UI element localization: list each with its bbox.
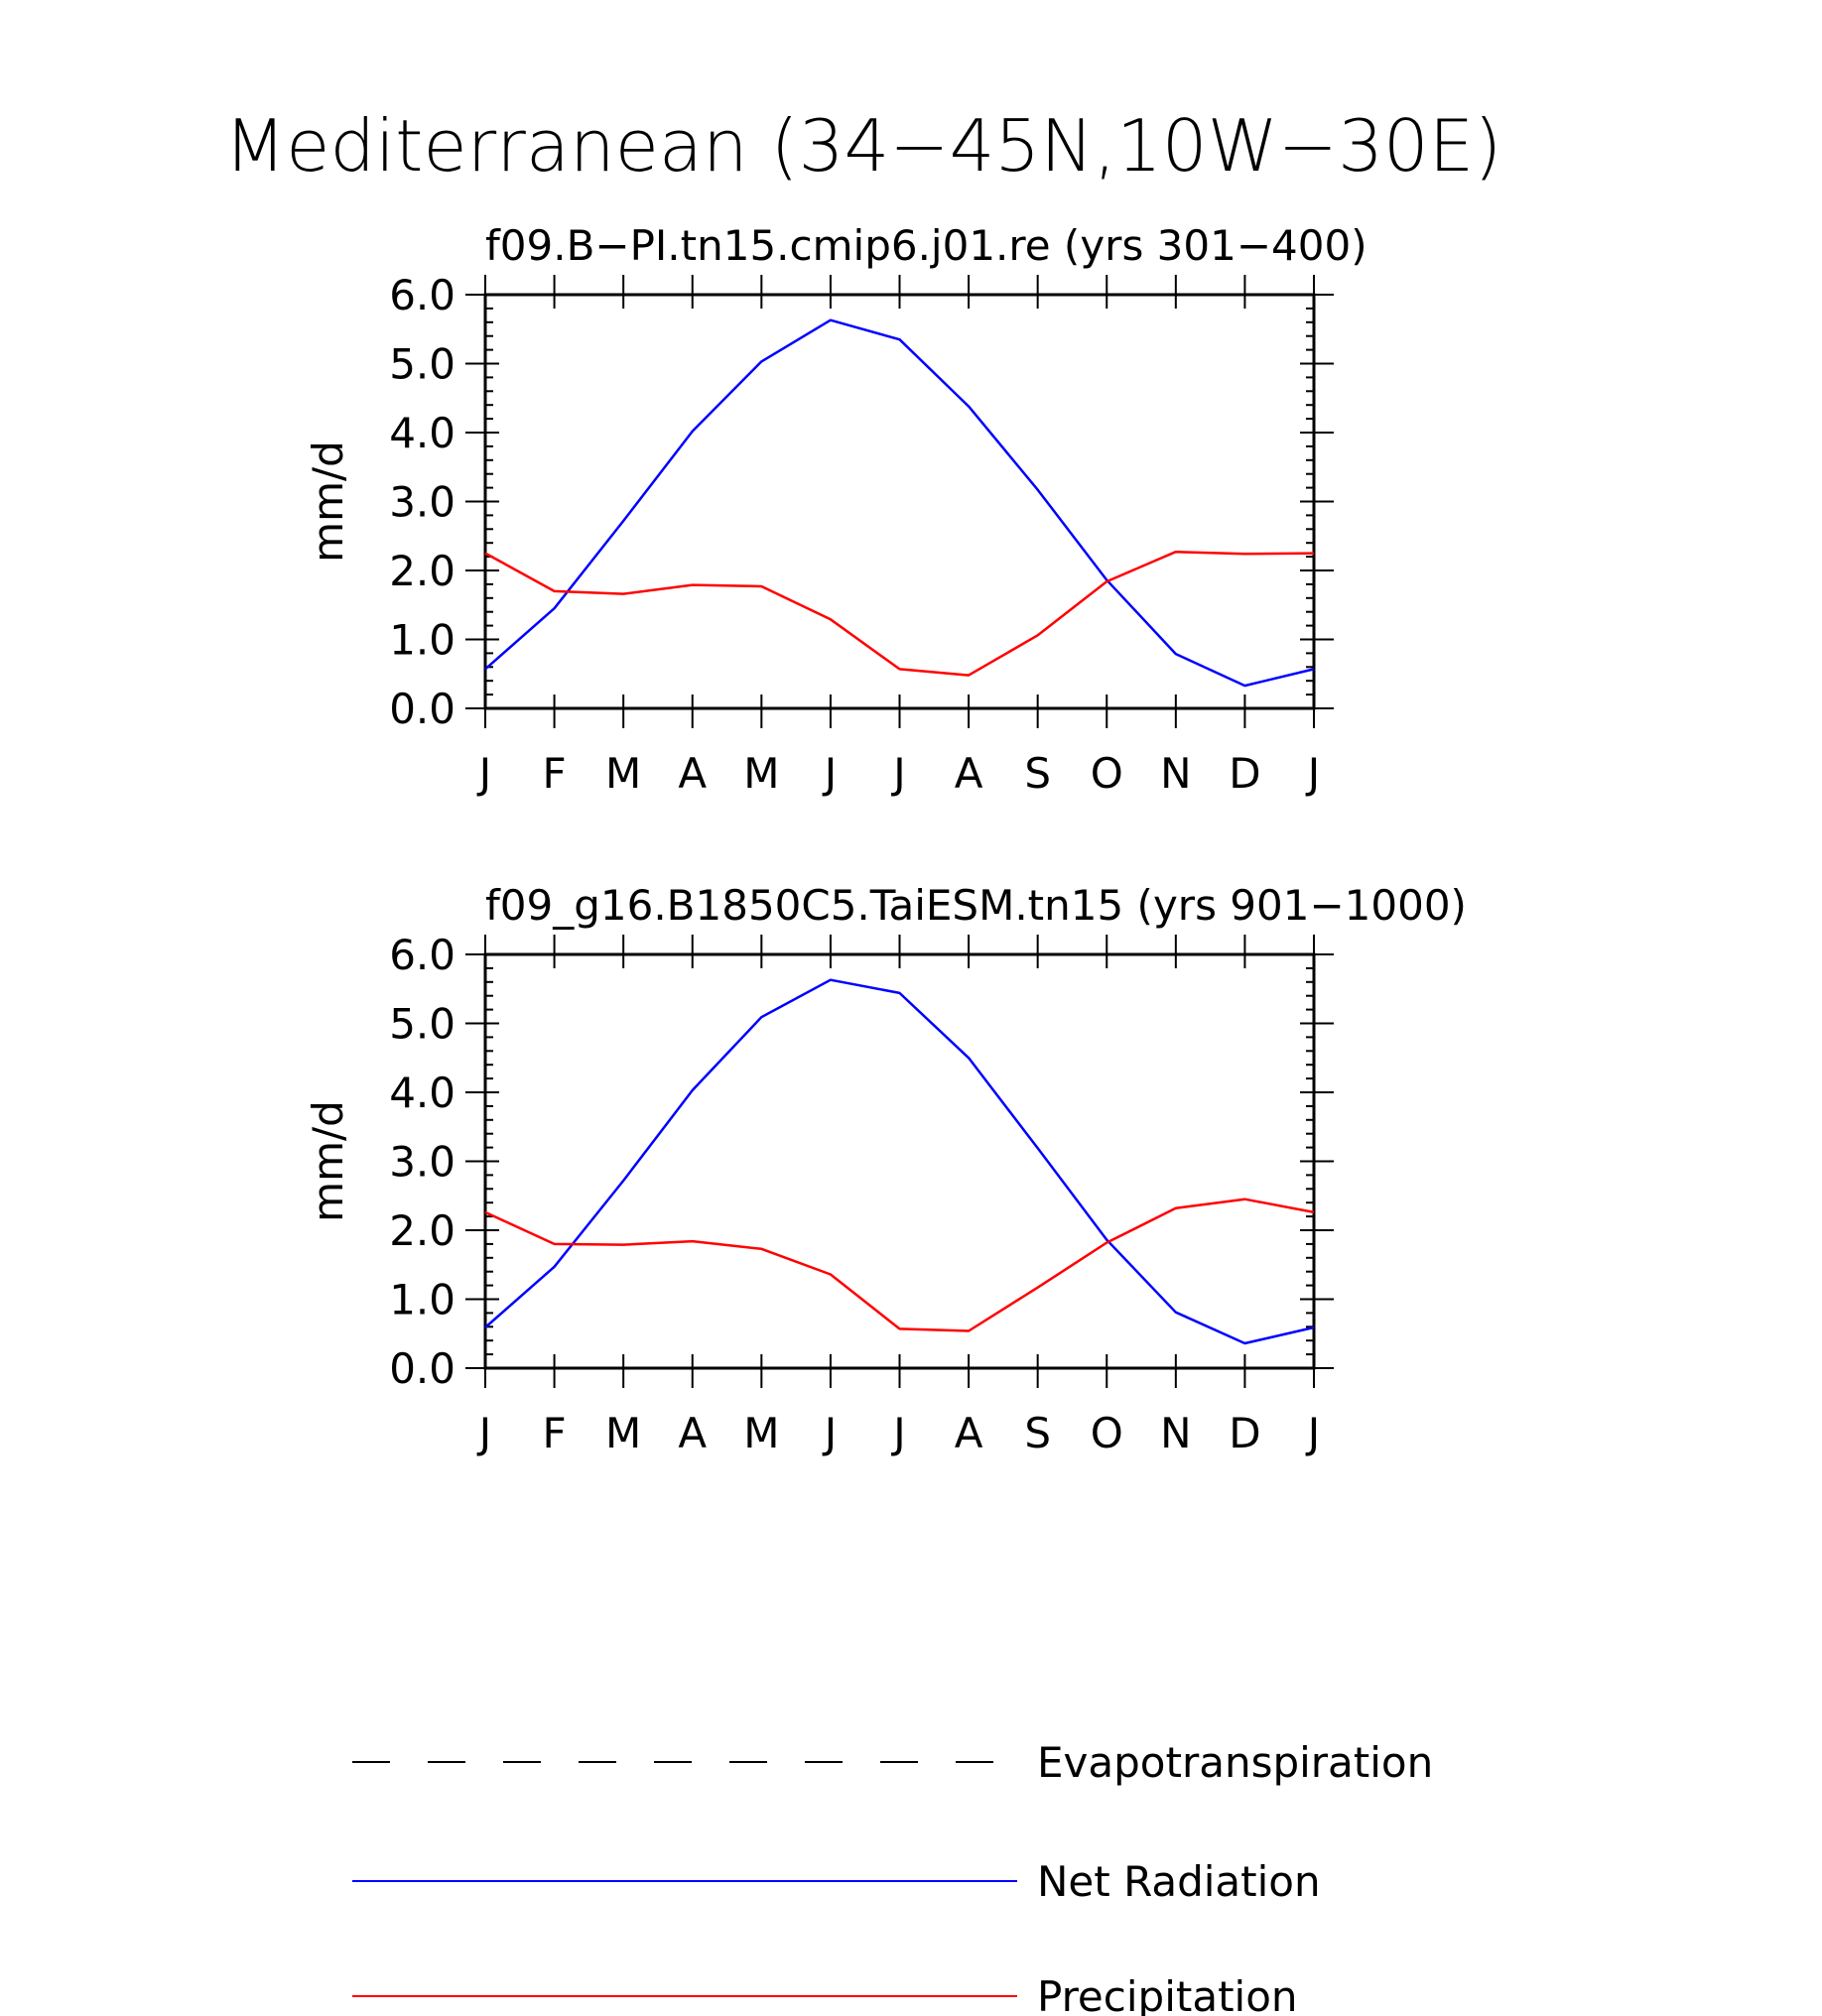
y-tick-label: 5.0 [389,1000,456,1049]
y-tick-label: 6.0 [389,931,456,979]
x-tick-label: J [1305,1409,1320,1457]
x-tick-label: S [1024,749,1051,798]
x-tick-label: F [542,749,566,798]
x-tick-label: D [1229,749,1260,798]
x-tick-label: J [822,1409,837,1457]
x-tick-label: N [1160,1409,1191,1457]
x-tick-label: M [743,749,779,798]
y-tick-label: 6.0 [389,271,456,319]
x-tick-label: J [822,749,837,798]
x-tick-label: J [1305,749,1320,798]
y-tick-label: 1.0 [389,1276,456,1324]
x-tick-label: J [476,749,491,798]
legend-label-evapotranspiration: Evapotranspiration [1037,1738,1433,1787]
x-tick-label: A [678,1409,707,1457]
y-tick-label: 1.0 [389,616,456,665]
y-tick-label: 5.0 [389,340,456,389]
x-tick-label: M [605,749,641,798]
y-axis-label: mm/d [304,441,352,563]
legend: Evapotranspiration Net Radiation Precipita… [352,1738,1433,2016]
chart-panel-2: f09_g16.B1850C5.TaiESM.tn15 (yrs 901−100… [304,881,1467,1457]
x-tick-label: O [1091,1409,1123,1457]
x-tick-label: J [890,1409,905,1457]
x-tick-label: M [743,1409,779,1457]
x-tick-label: A [955,1409,983,1457]
panel-title: f09.B−PI.tn15.cmip6.j01.re (yrs 301−400) [485,221,1367,270]
y-tick-label: 4.0 [389,1069,456,1117]
y-tick-label: 2.0 [389,1206,456,1255]
x-tick-label: S [1024,1409,1051,1457]
y-tick-label: 3.0 [389,478,456,527]
y-tick-label: 4.0 [389,409,456,457]
x-tick-label: M [605,1409,641,1457]
x-tick-label: A [678,749,707,798]
x-tick-label: N [1160,749,1191,798]
legend-label-precipitation: Precipitation [1037,1972,1298,2016]
chart-panel-1: f09.B−PI.tn15.cmip6.j01.re (yrs 301−400)… [304,221,1367,798]
plot-frame [483,293,1316,710]
y-axis-label: mm/d [304,1100,352,1222]
plot-frame [483,952,1316,1370]
x-tick-label: O [1091,749,1123,798]
x-tick-label: D [1229,1409,1260,1457]
y-tick-label: 3.0 [389,1138,456,1187]
panel-title: f09_g16.B1850C5.TaiESM.tn15 (yrs 901−100… [485,881,1467,930]
y-tick-label: 0.0 [389,685,456,733]
series-line-net-radiation [484,978,1315,1345]
series-line-precipitation [484,550,1315,677]
x-tick-label: J [476,1409,491,1457]
x-tick-label: F [542,1409,566,1457]
x-tick-label: J [890,749,905,798]
series-line-precipitation [484,1197,1315,1332]
x-tick-label: A [955,749,983,798]
y-tick-label: 2.0 [389,547,456,595]
figure-title: Mediterranean (34−45N,10W−30E) [224,104,1501,188]
series-line-net-radiation [484,318,1315,688]
legend-label-net-radiation: Net Radiation [1037,1857,1321,1906]
y-tick-label: 0.0 [389,1344,456,1393]
